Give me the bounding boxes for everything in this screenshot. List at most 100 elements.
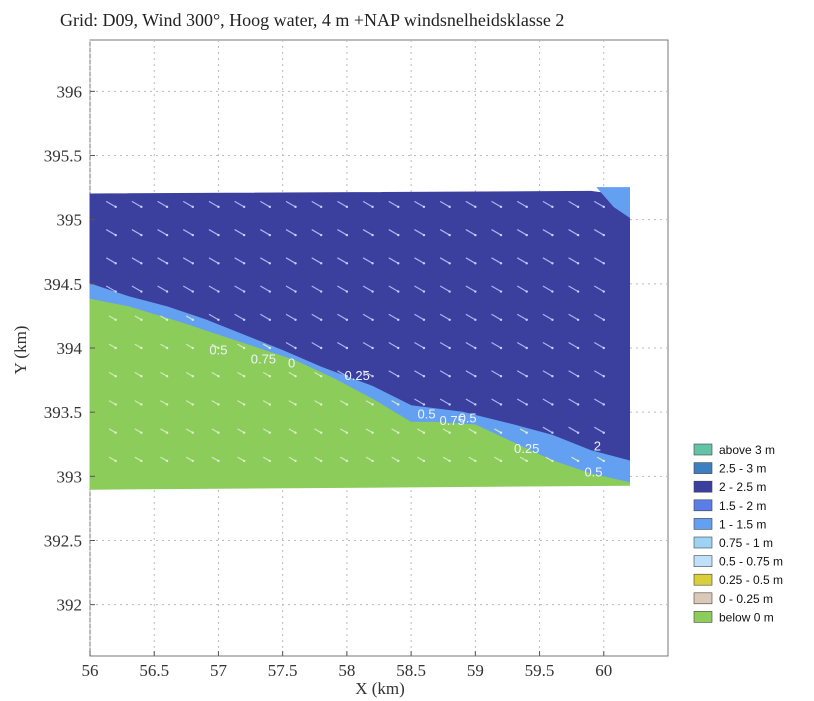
wind-arrow-head [191,403,194,406]
wind-arrow-head [114,403,117,406]
wind-arrow [593,200,605,208]
wind-arrow [542,200,553,208]
wind-arrow [465,229,476,236]
wind-arrow [439,200,450,208]
wind-arrow-head [320,262,323,265]
wind-arrow [365,456,373,462]
wind-arrow-head [114,318,117,321]
contour-label: 0.5 [209,342,227,357]
wind-arrow-head [165,431,169,434]
wind-arrow-head [294,233,297,237]
wind-arrow [568,426,579,434]
wind-arrow-head [576,233,580,237]
wind-arrow [568,370,579,377]
wind-arrow [516,398,528,405]
wind-arrow-head [140,346,143,350]
wind-arrow-head [602,459,605,463]
wind-arrow [108,400,116,405]
wind-arrow-head [217,318,220,321]
wind-arrow [519,456,528,462]
wind-arrow [234,257,245,264]
wind-arrow [237,428,245,434]
wind-arrow-head [422,375,426,378]
wind-arrow-head [345,375,349,378]
wind-arrow [439,370,450,377]
wind-arrow-head [217,205,220,209]
wind-arrow-head [294,346,297,350]
wind-arrow [314,400,322,405]
wind-arrow-head [320,205,323,209]
wind-arrow [105,285,116,293]
wind-arrow [439,229,450,236]
wind-arrow-head [345,459,349,463]
wind-arrow-head [217,403,220,406]
wind-arrow [105,229,116,236]
wind-arrow [314,428,322,434]
wind-arrow-head [268,290,272,293]
x-axis-label: X (km) [355,679,405,698]
wind-arrow-head [294,375,297,378]
wind-arrow [262,343,271,349]
wind-arrow [314,456,322,462]
wind-arrow [288,456,296,462]
wind-arrow-head [474,233,477,237]
wind-arrow-head [191,233,194,237]
wind-arrow [362,285,373,293]
wind-arrow-head [525,459,528,463]
wind-arrow [337,285,348,293]
wind-arrow-head [422,290,426,293]
wind-arrow-head [551,290,554,293]
wind-arrow [414,200,425,208]
contour-label: 0.5 [459,410,477,425]
wind-arrow [185,315,194,321]
wind-arrow [108,315,116,321]
wind-arrow-head [242,431,246,434]
wind-arrow [285,257,296,264]
wind-arrow-head [191,205,194,209]
wind-arrow-head [140,403,143,406]
contour-label: 0.25 [345,368,370,383]
legend-swatch [693,462,713,474]
wind-arrow [234,200,245,208]
wind-arrow [260,285,271,293]
wind-arrow [337,313,348,321]
wind-arrow [388,341,399,349]
wind-arrow [134,428,142,434]
wind-arrow-head [114,290,117,293]
wind-arrow-head [397,375,400,378]
wind-arrow-head [448,262,451,265]
wind-arrow [337,341,348,349]
wind-arrow-head [499,290,503,293]
legend-label: 0.75 - 1 m [719,536,773,550]
wind-arrow [185,343,194,349]
wind-arrow [288,428,296,434]
wind-arrow-head [268,205,272,209]
legend-label: 2.5 - 3 m [719,462,766,476]
contour-label: 0.75 [251,351,276,366]
wind-arrow [494,456,502,462]
wind-arrow [365,428,373,434]
wind-arrow-head [525,375,528,378]
chart-title: Grid: D09, Wind 300°, Hoog water, 4 m +N… [60,10,564,30]
wind-arrow [494,428,502,434]
wind-arrow-head [191,459,194,463]
wind-arrow-head [397,403,400,406]
legend-label: below 0 m [719,610,774,624]
x-tick-label: 58 [338,661,355,680]
wind-arrow [160,315,168,321]
contour-label: 0.25 [514,441,539,456]
wind-arrow-head [165,290,169,293]
wind-arrow [465,370,476,377]
wind-arrow-head [294,318,297,321]
wind-arrow [285,200,296,208]
y-tick-label: 392.5 [44,532,82,551]
wind-arrow-head [474,346,477,350]
wind-arrow-head [422,262,426,265]
wind-arrow [491,200,502,208]
wind-arrow-head [448,375,451,378]
wind-arrow-head [551,375,554,378]
wind-arrow-head [448,205,451,209]
wind-arrow-head [397,431,400,434]
wind-arrow-head [191,431,194,434]
